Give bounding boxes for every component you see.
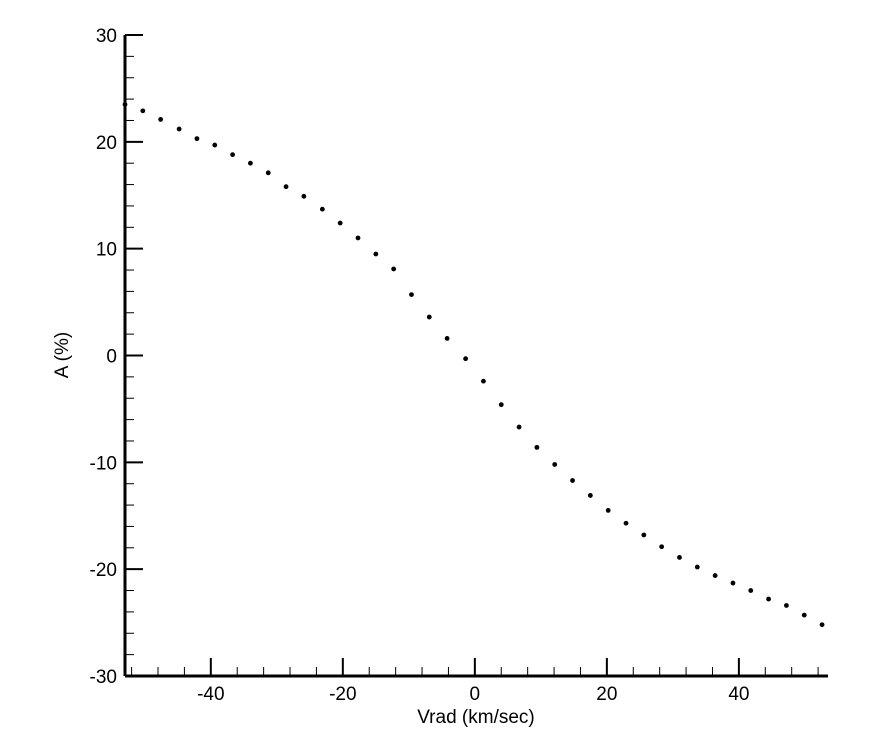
data-point bbox=[319, 206, 325, 212]
data-point bbox=[212, 142, 218, 148]
data-point bbox=[122, 102, 128, 107]
data-point bbox=[730, 580, 736, 586]
data-point bbox=[391, 266, 397, 272]
y-axis-title: A (%) bbox=[52, 332, 73, 378]
axes-layer bbox=[123, 35, 828, 678]
data-point bbox=[694, 564, 700, 570]
x-tick-label: 40 bbox=[728, 684, 749, 705]
data-points-layer bbox=[122, 102, 825, 628]
data-point bbox=[373, 251, 379, 257]
data-point bbox=[248, 160, 253, 166]
y-tick-label: 30 bbox=[96, 26, 117, 47]
y-tick-label: 20 bbox=[96, 133, 117, 154]
data-point bbox=[659, 544, 665, 550]
y-tick-label: -30 bbox=[90, 667, 117, 688]
data-point bbox=[623, 520, 629, 526]
data-point bbox=[641, 532, 647, 538]
data-point bbox=[766, 596, 771, 602]
data-point bbox=[784, 603, 789, 608]
data-point bbox=[355, 235, 361, 241]
data-point bbox=[409, 292, 414, 298]
data-point bbox=[158, 116, 164, 122]
data-point bbox=[677, 555, 682, 560]
data-point bbox=[426, 314, 432, 320]
data-point bbox=[337, 220, 343, 226]
data-point bbox=[194, 136, 200, 142]
data-point bbox=[283, 184, 289, 190]
x-axis-title: Vrad (km/sec) bbox=[417, 707, 535, 728]
data-point bbox=[748, 588, 754, 593]
x-tick-label: -40 bbox=[197, 684, 224, 705]
data-point bbox=[516, 424, 522, 430]
data-point bbox=[552, 462, 558, 467]
data-point bbox=[712, 573, 718, 578]
data-point bbox=[444, 336, 450, 341]
x-tick-label: -20 bbox=[329, 684, 356, 705]
data-point bbox=[534, 444, 540, 450]
tick-labels-layer: -30 -20 -10 0 10 20 30 -40 -20 0 20 40 bbox=[90, 26, 750, 705]
data-point bbox=[301, 193, 307, 199]
y-tick-label: -20 bbox=[90, 560, 117, 581]
data-point bbox=[605, 508, 611, 513]
data-point bbox=[230, 152, 235, 158]
y-tick-label: 10 bbox=[96, 240, 117, 261]
data-point bbox=[463, 356, 469, 362]
y-tick-label: -10 bbox=[90, 453, 117, 474]
data-point bbox=[140, 108, 146, 114]
y-tick-label: 0 bbox=[106, 347, 117, 368]
data-point bbox=[570, 478, 575, 483]
data-point bbox=[498, 402, 504, 408]
data-point bbox=[176, 126, 182, 132]
data-point bbox=[587, 493, 593, 498]
data-point bbox=[265, 170, 271, 176]
x-tick-label: 20 bbox=[596, 684, 617, 705]
ticks-layer bbox=[125, 34, 819, 677]
x-tick-label: 0 bbox=[470, 684, 481, 705]
data-point bbox=[481, 378, 486, 384]
data-point bbox=[801, 612, 807, 618]
data-point bbox=[819, 622, 825, 628]
